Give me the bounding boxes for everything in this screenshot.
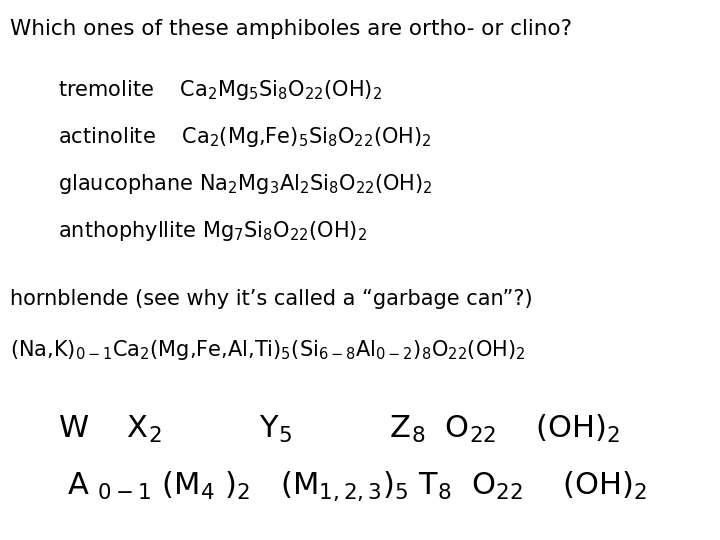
Text: actinolite    Ca$_2$(Mg,Fe)$_5$Si$_8$O$_{22}$(OH)$_2$: actinolite Ca$_2$(Mg,Fe)$_5$Si$_8$O$_{22… (58, 125, 431, 149)
Text: Which ones of these amphiboles are ortho- or clino?: Which ones of these amphiboles are ortho… (9, 19, 572, 39)
Text: W    X$_2$          Y$_5$          Z$_8$  O$_{22}$    (OH)$_2$: W X$_2$ Y$_5$ Z$_8$ O$_{22}$ (OH)$_2$ (58, 413, 620, 445)
Text: glaucophane Na$_2$Mg$_3$Al$_2$Si$_8$O$_{22}$(OH)$_2$: glaucophane Na$_2$Mg$_3$Al$_2$Si$_8$O$_{… (58, 172, 433, 196)
Text: tremolite    Ca$_2$Mg$_5$Si$_8$O$_{22}$(OH)$_2$: tremolite Ca$_2$Mg$_5$Si$_8$O$_{22}$(OH)… (58, 78, 382, 102)
Text: hornblende (see why it’s called a “garbage can”?): hornblende (see why it’s called a “garba… (9, 289, 532, 309)
Text: (Na,K)$_{0-1}$Ca$_2$(Mg,Fe,Al,Ti)$_5$(Si$_{6-8}$Al$_{0-2}$)$_8$O$_{22}$(OH)$_2$: (Na,K)$_{0-1}$Ca$_2$(Mg,Fe,Al,Ti)$_5$(Si… (9, 338, 525, 361)
Text: A $_{0-1}$ (M$_4$ )$_2$   (M$_{1,2,3}$)$_5$ T$_8$  O$_{22}$    (OH)$_2$: A $_{0-1}$ (M$_4$ )$_2$ (M$_{1,2,3}$)$_5… (67, 470, 647, 503)
Text: anthophyllite Mg$_7$Si$_8$O$_{22}$(OH)$_2$: anthophyllite Mg$_7$Si$_8$O$_{22}$(OH)$_… (58, 219, 366, 243)
